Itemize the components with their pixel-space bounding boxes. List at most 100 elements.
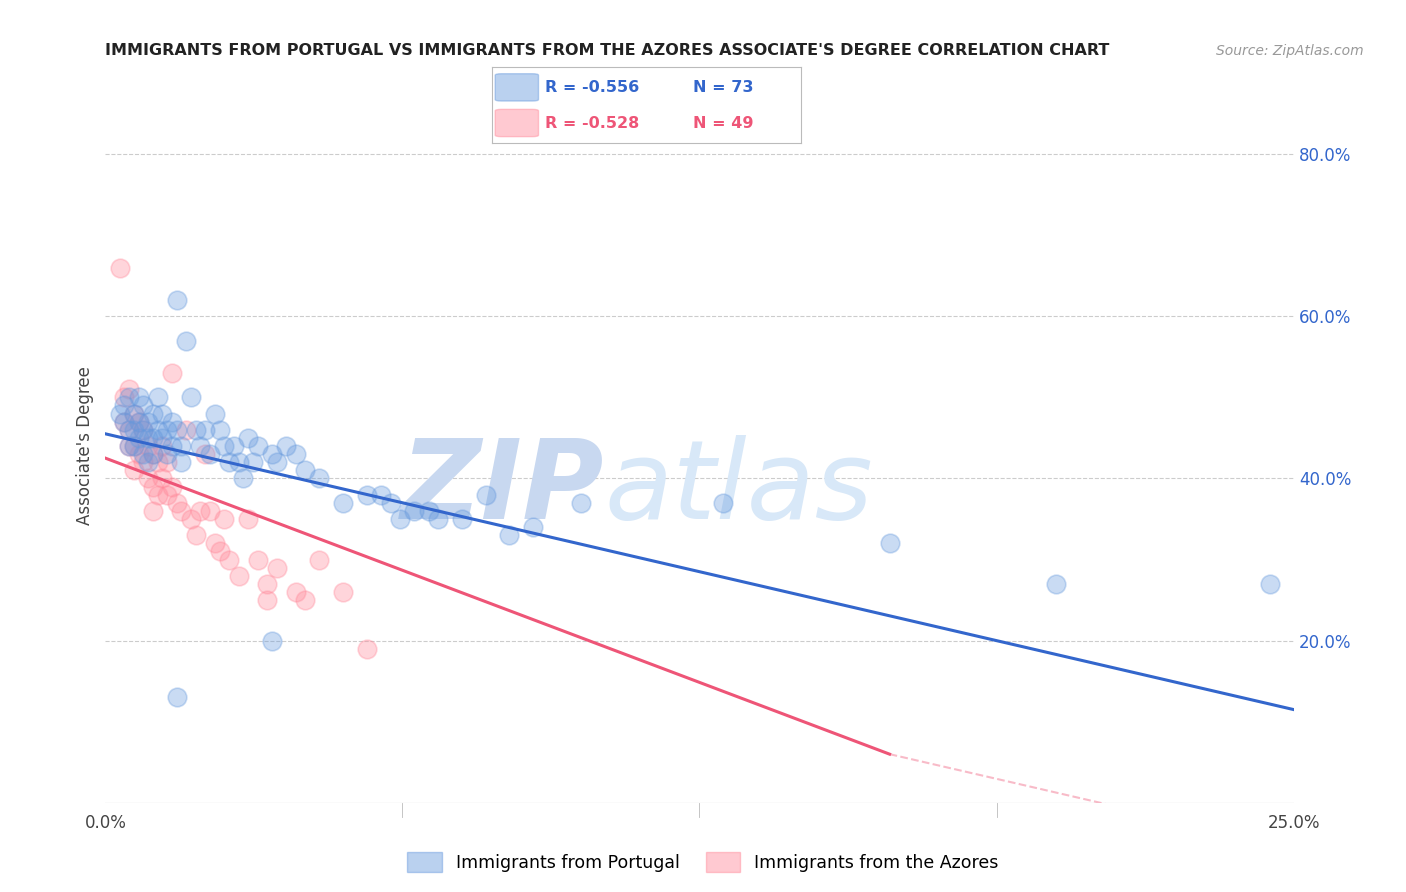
- Point: [370, 488, 392, 502]
- Point: [166, 423, 188, 437]
- FancyBboxPatch shape: [495, 74, 538, 101]
- Point: [332, 496, 354, 510]
- Point: [498, 528, 520, 542]
- Point: [160, 439, 183, 453]
- Point: [136, 439, 159, 453]
- Point: [1258, 577, 1281, 591]
- Point: [118, 423, 141, 437]
- Point: [142, 447, 165, 461]
- Point: [128, 447, 150, 461]
- Point: [204, 407, 226, 421]
- Point: [294, 463, 316, 477]
- Text: R = -0.556: R = -0.556: [544, 80, 638, 95]
- Point: [122, 423, 145, 437]
- Legend: Immigrants from Portugal, Immigrants from the Azores: Immigrants from Portugal, Immigrants fro…: [401, 845, 1005, 879]
- Text: Source: ZipAtlas.com: Source: ZipAtlas.com: [1216, 44, 1364, 58]
- Point: [184, 528, 207, 542]
- Point: [160, 415, 183, 429]
- Point: [142, 479, 165, 493]
- Point: [308, 471, 330, 485]
- Point: [152, 431, 174, 445]
- Point: [218, 552, 240, 566]
- Point: [156, 447, 179, 461]
- Point: [146, 390, 169, 404]
- Point: [194, 447, 217, 461]
- Point: [190, 504, 212, 518]
- Point: [332, 585, 354, 599]
- Point: [136, 431, 159, 445]
- Point: [160, 366, 183, 380]
- Point: [146, 488, 169, 502]
- Point: [122, 407, 145, 421]
- Point: [190, 439, 212, 453]
- Point: [711, 496, 734, 510]
- Point: [308, 552, 330, 566]
- Point: [198, 504, 221, 518]
- Point: [174, 423, 197, 437]
- Point: [132, 423, 155, 437]
- Point: [284, 585, 307, 599]
- Point: [132, 455, 155, 469]
- Point: [118, 382, 141, 396]
- Point: [166, 496, 188, 510]
- Point: [166, 293, 188, 307]
- Point: [170, 504, 193, 518]
- Point: [474, 488, 496, 502]
- Point: [118, 439, 141, 453]
- Point: [156, 423, 179, 437]
- Point: [132, 423, 155, 437]
- Point: [132, 399, 155, 413]
- Point: [242, 455, 264, 469]
- Point: [236, 512, 259, 526]
- Point: [114, 415, 136, 429]
- Point: [232, 471, 254, 485]
- Point: [114, 399, 136, 413]
- Point: [204, 536, 226, 550]
- Point: [569, 496, 592, 510]
- Point: [418, 504, 440, 518]
- FancyBboxPatch shape: [495, 110, 538, 136]
- Point: [128, 415, 150, 429]
- Text: N = 49: N = 49: [693, 115, 754, 130]
- Point: [1045, 577, 1067, 591]
- Point: [128, 431, 150, 445]
- Point: [152, 407, 174, 421]
- Y-axis label: Associate's Degree: Associate's Degree: [76, 367, 94, 525]
- Point: [114, 415, 136, 429]
- Point: [260, 633, 283, 648]
- Point: [108, 260, 131, 275]
- Point: [208, 423, 231, 437]
- Point: [152, 471, 174, 485]
- Point: [180, 390, 202, 404]
- Point: [274, 439, 297, 453]
- Point: [122, 463, 145, 477]
- Point: [260, 447, 283, 461]
- Point: [218, 455, 240, 469]
- Point: [522, 520, 544, 534]
- Point: [228, 568, 250, 582]
- Point: [222, 439, 245, 453]
- Point: [236, 431, 259, 445]
- Point: [294, 593, 316, 607]
- Point: [879, 536, 901, 550]
- Point: [108, 407, 131, 421]
- Point: [214, 439, 236, 453]
- Point: [256, 577, 278, 591]
- Point: [214, 512, 236, 526]
- Point: [194, 423, 217, 437]
- Point: [208, 544, 231, 558]
- Point: [166, 690, 188, 705]
- Point: [118, 390, 141, 404]
- Point: [198, 447, 221, 461]
- Point: [122, 439, 145, 453]
- Point: [132, 447, 155, 461]
- Point: [146, 455, 169, 469]
- Point: [128, 415, 150, 429]
- Text: atlas: atlas: [605, 435, 873, 542]
- Point: [146, 423, 169, 437]
- Point: [228, 455, 250, 469]
- Text: ZIP: ZIP: [401, 435, 605, 542]
- Point: [122, 407, 145, 421]
- Text: IMMIGRANTS FROM PORTUGAL VS IMMIGRANTS FROM THE AZORES ASSOCIATE'S DEGREE CORREL: IMMIGRANTS FROM PORTUGAL VS IMMIGRANTS F…: [105, 43, 1109, 58]
- Point: [180, 512, 202, 526]
